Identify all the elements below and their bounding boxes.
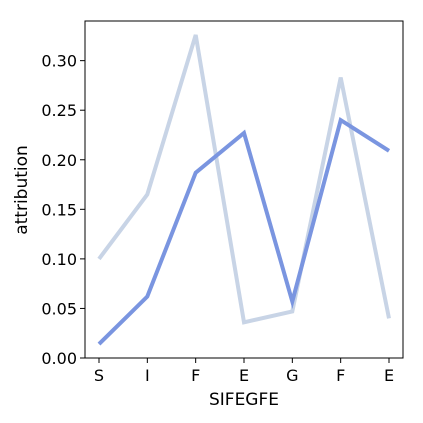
x-tick-label: F bbox=[336, 366, 345, 385]
y-axis-label: attribution bbox=[12, 145, 32, 235]
x-tick-label: I bbox=[145, 366, 150, 385]
y-tick-label: 0.00 bbox=[41, 349, 77, 368]
y-tick-label: 0.20 bbox=[41, 151, 77, 170]
y-axis: 0.00 0.05 0.10 0.15 0.20 0.25 0.30 bbox=[41, 52, 85, 368]
x-tick-label: G bbox=[286, 366, 298, 385]
y-tick-label: 0.30 bbox=[41, 52, 77, 71]
axes-frame bbox=[84, 20, 404, 359]
plot-area bbox=[84, 20, 404, 359]
y-tick-label: 0.10 bbox=[41, 250, 77, 269]
x-tick-label: E bbox=[384, 366, 394, 385]
y-tick-label: 0.25 bbox=[41, 101, 77, 120]
y-tick-label: 0.15 bbox=[41, 200, 77, 219]
series-line-1 bbox=[97, 34, 391, 325]
y-tick-label: 0.05 bbox=[41, 299, 77, 318]
x-tick-label: S bbox=[94, 366, 104, 385]
x-axis-label: SIFEGFE bbox=[209, 390, 279, 410]
series-layer bbox=[97, 34, 391, 346]
series-line-2 bbox=[97, 116, 391, 346]
x-tick-label: F bbox=[191, 366, 200, 385]
x-tick-label: E bbox=[239, 366, 249, 385]
